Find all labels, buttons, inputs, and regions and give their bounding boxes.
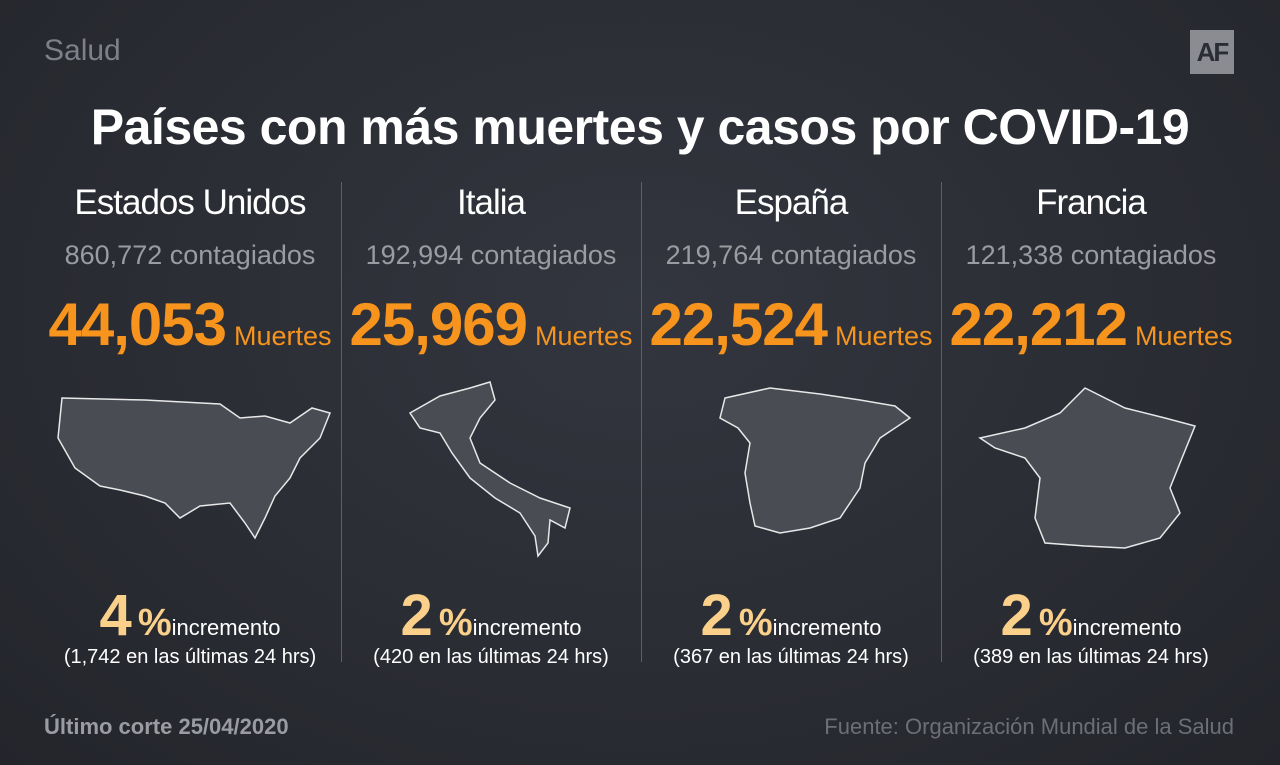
increase-number: 2 (400, 583, 433, 648)
divider (641, 182, 642, 662)
deaths: 44,053 Muertes (40, 290, 340, 359)
cases-number: 121,338 (965, 240, 1064, 270)
section-label: Salud (44, 34, 121, 67)
increase-number: 2 (700, 583, 733, 648)
map-spain (719, 387, 912, 534)
increase: 4 %incremento (40, 582, 340, 649)
increase-unit: % (1038, 602, 1073, 644)
logo: AF (1190, 30, 1234, 74)
cases-label: contagiados (169, 240, 316, 270)
increase: 2 %incremento (341, 582, 641, 649)
cases-label: contagiados (1070, 240, 1217, 270)
footer-date: Último corte 25/04/2020 (44, 714, 289, 739)
cases-label: contagiados (770, 240, 917, 270)
cases-number: 860,772 (64, 240, 163, 270)
map-france (978, 387, 1197, 549)
increase-label: incremento (171, 615, 281, 640)
footer-source: Fuente: Organización Mundial de la Salud (824, 714, 1234, 739)
increase-detail: (367 en las últimas 24 hrs) (673, 646, 909, 668)
divider (341, 182, 342, 662)
country-name: Italia (457, 183, 526, 222)
deaths-label: Muertes (834, 321, 933, 351)
increase-label: incremento (772, 615, 882, 640)
divider (941, 182, 942, 662)
deaths-number: 25,969 (349, 291, 528, 358)
increase-unit: % (438, 602, 473, 644)
country-name: Estados Unidos (74, 183, 306, 222)
map-usa (57, 397, 332, 540)
increase-number: 4 (99, 583, 132, 648)
deaths: 25,969 Muertes (341, 290, 641, 359)
deaths-number: 22,212 (949, 291, 1128, 358)
deaths-label: Muertes (1134, 321, 1233, 351)
increase: 2 %incremento (941, 582, 1241, 649)
deaths-number: 22,524 (649, 291, 828, 358)
cases-number: 219,764 (665, 240, 764, 270)
deaths-number: 44,053 (48, 291, 227, 358)
cases-number: 192,994 (365, 240, 464, 270)
increase-detail: (389 en las últimas 24 hrs) (973, 646, 1209, 668)
country-column: Francia 121,338 contagiados 22,212 Muertes 2… (941, 0, 1241, 765)
increase-number: 2 (1000, 583, 1033, 648)
increase-label: incremento (1072, 615, 1182, 640)
deaths: 22,524 Muertes (641, 290, 941, 359)
deaths-label: Muertes (534, 321, 633, 351)
increase-unit: % (137, 602, 172, 644)
country-column: Italia 192,994 contagiados 25,969 Muertes 2%… (341, 0, 641, 765)
increase-unit: % (738, 602, 773, 644)
cases: 860,772 contagiados (40, 240, 340, 271)
increase-label: incremento (472, 615, 582, 640)
country-column: Estados Unidos 860,772 contagiados 44,053 M… (40, 0, 340, 765)
title: Países con más muertes y casos por COVID… (90, 99, 1190, 155)
increase-detail: (1,742 en las últimas 24 hrs) (63, 646, 317, 668)
country-column: España 219,764 contagiados 22,524 Muertes 2%… (641, 0, 941, 765)
country-name: España (734, 183, 849, 222)
increase: 2 %incremento (641, 582, 941, 649)
increase-detail: (420 en las últimas 24 hrs) (373, 646, 609, 668)
cases: 192,994 contagiados (341, 240, 641, 271)
country-name: Francia (1036, 183, 1147, 222)
cases: 121,338 contagiados (941, 240, 1241, 271)
deaths: 22,212 Muertes (941, 290, 1241, 359)
cases: 219,764 contagiados (641, 240, 941, 271)
deaths-label: Muertes (233, 321, 332, 351)
cases-label: contagiados (470, 240, 617, 270)
map-italy (408, 381, 571, 558)
